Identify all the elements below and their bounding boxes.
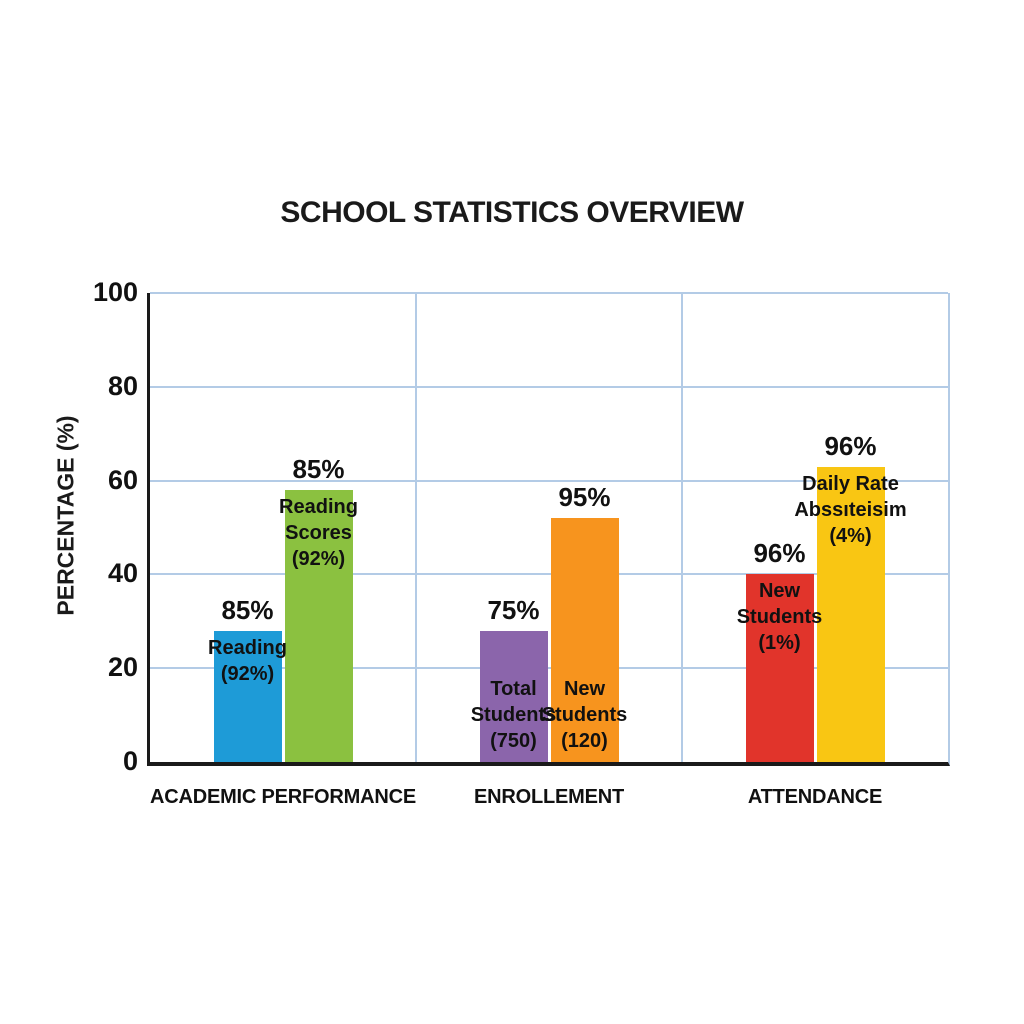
bar-inner-label-new-students-attendance: New Students (1%) [736, 580, 823, 655]
chart-title: SCHOOL STATISTICS OVERVIEW [280, 196, 744, 229]
bar-value-label-reading: 85% [221, 594, 274, 625]
bar-new-students [550, 518, 619, 762]
y-tick-label-60: 60 [107, 464, 138, 495]
bar-reading-scores [284, 489, 353, 762]
bar-reading [213, 630, 282, 762]
gridline-v-2 [681, 293, 683, 762]
bar-value-label-new-students: 95% [558, 482, 611, 513]
y-tick-label-40: 40 [107, 558, 138, 589]
x-category-label-3: ATTENDANCE [747, 786, 883, 808]
bar-total-students [479, 630, 548, 762]
y-tick-label-100: 100 [92, 277, 138, 307]
x-category-label-1: ACADEMIC PERFORMANCE [149, 786, 416, 808]
plot-area: 85% Reading (92%) 85% Reading Scores (92%) 7… [147, 292, 950, 766]
bar-value-label-reading-scores: 85% [292, 453, 345, 484]
gridline-h-20 [150, 667, 948, 670]
bar-value-label-daily-rate-absenteeism: 96% [824, 430, 877, 461]
gridline-h-40 [150, 573, 948, 576]
bar-inner-label-reading: Reading (92%) [208, 636, 287, 685]
bar-inner-label-new-students: New Students (120) [541, 678, 628, 752]
y-tick-label-20: 20 [107, 652, 138, 683]
y-tick-label-80: 80 [107, 370, 138, 401]
gridline-h-80 [150, 385, 948, 388]
bar-new-students-attendance [745, 574, 814, 762]
y-axis-title: PERCENTAGE (%) [52, 415, 79, 616]
gridline-h-60 [150, 479, 948, 482]
bar-value-label-total-students: 75% [487, 594, 540, 625]
y-tick-label-0: 0 [122, 746, 138, 776]
bar-value-label-new-students-attendance: 96% [753, 538, 806, 569]
bar-daily-rate-absenteeism [816, 466, 885, 762]
gridline-h-100 [150, 292, 948, 294]
bar-inner-label-total-students: Total Students (750) [470, 678, 557, 752]
x-category-label-2: ENROLLEMENT [473, 786, 625, 808]
bar-inner-label-daily-rate-absenteeism: Daily Rate Abssıteisim (4%) [794, 472, 907, 547]
gridline-v-1 [415, 293, 417, 762]
bar-inner-label-reading-scores: Reading Scores (92%) [279, 495, 358, 570]
